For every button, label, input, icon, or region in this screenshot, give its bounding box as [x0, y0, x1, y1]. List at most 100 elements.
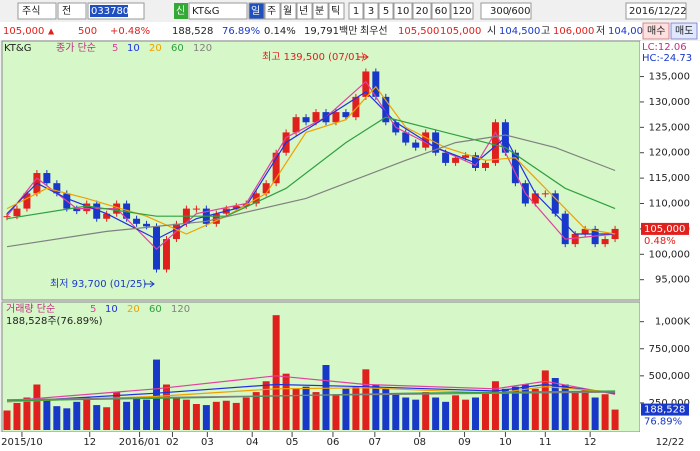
- x-tick-label: 2016/01: [119, 437, 161, 448]
- code: 033780: [91, 6, 129, 17]
- volume-bar: [172, 397, 180, 430]
- x-tick-label: 2015/10: [1, 437, 43, 448]
- turnover: 0.14%: [264, 26, 296, 37]
- volume-bar: [422, 392, 430, 430]
- volume-bar: [272, 315, 280, 430]
- volume-bar: [192, 404, 200, 430]
- candle: [53, 183, 61, 194]
- period-button[interactable]: [328, 2, 345, 20]
- low-label: 저: [596, 25, 605, 37]
- last-value-box: [641, 403, 689, 416]
- interval: 10: [397, 6, 410, 17]
- buy-button[interactable]: [642, 22, 670, 40]
- interval-button[interactable]: [431, 2, 451, 20]
- volume-bar: [3, 410, 11, 430]
- interval: 60: [435, 6, 448, 17]
- x-tick-label: 02: [166, 437, 179, 448]
- x-tick-label: 04: [246, 437, 259, 448]
- volume-bar: [402, 397, 410, 430]
- volume-bar: [571, 392, 579, 430]
- candle: [73, 208, 81, 212]
- volume-bar: [591, 397, 599, 430]
- volume-bar: [362, 369, 370, 430]
- market-select[interactable]: [17, 2, 57, 20]
- candle: [312, 112, 320, 123]
- candle: [103, 213, 111, 219]
- rate: +0.48%: [110, 26, 150, 37]
- moving-average: [6, 85, 616, 235]
- interval-button[interactable]: [378, 2, 394, 20]
- candle: [262, 183, 270, 194]
- legend-entry: 20: [127, 304, 140, 315]
- period-button[interactable]: [312, 2, 329, 20]
- volume-bar: [262, 381, 270, 430]
- volume-bar: [123, 401, 131, 430]
- interval-button[interactable]: [363, 2, 379, 20]
- last-value-label: 105,000: [644, 224, 685, 235]
- stock-name: KT&G: [192, 6, 219, 17]
- x-axis: [0, 432, 700, 451]
- candle: [362, 71, 370, 97]
- volume-bar: [302, 386, 310, 430]
- volume-bar: [33, 384, 41, 430]
- low-arrow: [144, 280, 155, 288]
- price: 105,000: [3, 26, 44, 37]
- open: 104,500: [499, 26, 540, 37]
- interval-button[interactable]: [348, 2, 364, 20]
- price-legend-label: 종가 단순: [56, 42, 96, 54]
- x-tick-label: 12: [584, 437, 597, 448]
- moving-average: [6, 383, 616, 403]
- moving-average: [6, 116, 616, 220]
- volume-bar: [73, 401, 81, 430]
- candle: [402, 132, 410, 143]
- x-tick-label: 08: [413, 437, 426, 448]
- candle: [472, 155, 480, 168]
- sell-button[interactable]: [670, 22, 698, 40]
- volume-bar: [521, 384, 529, 430]
- volume-bar: [43, 399, 51, 430]
- interval-button[interactable]: [393, 2, 413, 20]
- interval-button[interactable]: [412, 2, 432, 20]
- volume-bar: [611, 409, 619, 430]
- count-box[interactable]: [480, 2, 532, 20]
- candle: [23, 193, 31, 209]
- volume-bar: [491, 381, 499, 430]
- volume-bar: [462, 399, 470, 430]
- candle: [442, 152, 450, 163]
- arrow: ▲: [48, 27, 55, 36]
- y-tick-label: 130,000: [649, 97, 690, 108]
- candle: [581, 228, 589, 234]
- volume-bar: [412, 399, 420, 430]
- x-tick-label: 06: [327, 437, 340, 448]
- volume-legend-label: 거래량 단순: [6, 303, 55, 315]
- candle: [412, 142, 420, 148]
- volume-bar: [242, 397, 250, 430]
- candle: [43, 173, 51, 184]
- period-button[interactable]: [264, 2, 281, 20]
- period-button[interactable]: [248, 2, 265, 20]
- volume-bar: [511, 386, 519, 430]
- volume-bar: [153, 359, 161, 430]
- volume-bar: [162, 384, 170, 430]
- volume-bar: [352, 386, 360, 430]
- volume-bar: [581, 388, 589, 430]
- quote-row: [0, 22, 700, 40]
- volume-rate: 76.89%: [222, 26, 260, 37]
- x-tick-label: 03: [201, 437, 214, 448]
- interval-button[interactable]: [450, 2, 474, 20]
- period-button[interactable]: [296, 2, 313, 20]
- last-rate-label: 0.48%: [644, 236, 676, 247]
- candle: [332, 112, 340, 123]
- period-button[interactable]: [280, 2, 297, 20]
- scope-select[interactable]: [57, 2, 87, 20]
- candle: [143, 223, 151, 227]
- candle: [133, 218, 141, 224]
- y-tick-label: 100,000: [649, 249, 690, 260]
- candle: [162, 239, 170, 270]
- y-tick-label: 115,000: [649, 173, 690, 184]
- moving-average: [6, 134, 616, 248]
- legend-entry: 10: [127, 43, 140, 54]
- date-box[interactable]: [625, 2, 687, 20]
- volume-bar: [53, 406, 61, 430]
- count-max: /600: [508, 6, 530, 17]
